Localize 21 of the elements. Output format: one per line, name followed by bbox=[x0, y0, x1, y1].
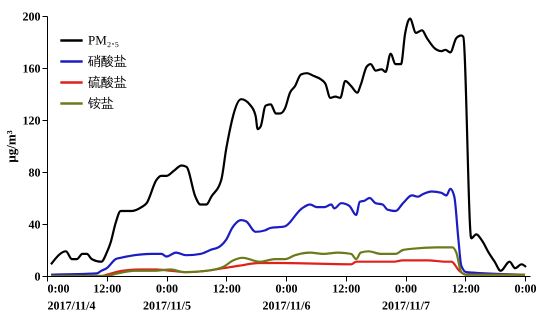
line-series bbox=[50, 18, 528, 272]
legend-label: 硝酸盐 bbox=[87, 54, 127, 68]
x-tick-label: 12:00 bbox=[212, 282, 241, 296]
x-tick-label: 0:00 2017/11/7 bbox=[382, 282, 430, 312]
x-tick-label: 12:00 bbox=[332, 282, 360, 296]
y-tick-label: 160 bbox=[22, 62, 40, 76]
legend-label: 硫酸盐 bbox=[88, 74, 127, 90]
x-tick-label: 0:00 bbox=[514, 282, 537, 296]
x-tick-label: 0:00 2017/11/5 bbox=[142, 282, 192, 312]
y-tick-label: 0 bbox=[34, 270, 40, 284]
legend-label: 铵盐 bbox=[87, 96, 114, 110]
y-axis-title: μg/m³ bbox=[4, 130, 18, 163]
x-tick-label: 0:00 2017/11/6 bbox=[262, 282, 311, 312]
line-series bbox=[50, 246, 526, 276]
legend-label: PM₂.₅ bbox=[88, 32, 120, 48]
y-tick-label: 80 bbox=[28, 166, 40, 180]
x-tick-label: 12:00 bbox=[452, 282, 480, 296]
x-tick-label: 12:00 bbox=[93, 282, 122, 296]
y-tick-label: 40 bbox=[28, 218, 40, 232]
y-tick-label: 120 bbox=[22, 114, 40, 128]
y-tick-label: 200 bbox=[22, 10, 40, 24]
